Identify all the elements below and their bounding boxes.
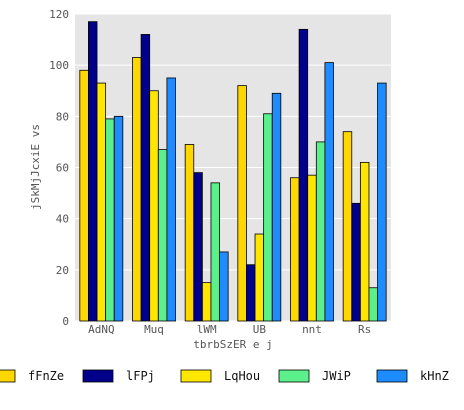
bar-lFPj-Rs [351, 202, 361, 322]
y-axis-ticks: 0 20 40 60 80 100 120 [49, 8, 69, 328]
bar-fFnZe-Rs [342, 131, 353, 322]
y-tick-label-80: 80 [56, 110, 69, 123]
legend-label-JWiP: JWiP [322, 369, 351, 383]
bar-fFnZe-nnt [290, 177, 300, 322]
bar-JWiP-UB [263, 113, 273, 322]
x-tick-label-Muq: Muq [144, 323, 164, 336]
y-tick-label-0: 0 [62, 315, 69, 328]
x-tick-label-UB: UB [253, 323, 267, 336]
y-tick-label-120: 120 [49, 8, 69, 21]
bar-JWiP-Rs [368, 287, 378, 322]
x-axis-ticks: AdNQ Muq lWM UB nnt Rs [88, 323, 371, 336]
bar-kHnZ-UB [271, 92, 282, 322]
bar-lFPj-lWM [193, 172, 203, 322]
bar-fFnZe-AdNQ [79, 69, 89, 322]
bar-kHnZ-nnt [324, 62, 334, 322]
y-tick-label-40: 40 [56, 213, 69, 226]
bar-fFnZe-UB [237, 85, 247, 322]
x-tick-label-Rs: Rs [358, 323, 371, 336]
legend-label-kHnZ: kHnZ [420, 369, 449, 383]
legend-label-fFnZe: fFnZe [28, 369, 64, 383]
bar-lFPj-UB [246, 264, 256, 322]
bar-LqHou-UB [254, 233, 265, 322]
bar-JWiP-AdNQ [105, 118, 115, 322]
bar-fFnZe-Muq [132, 57, 142, 322]
bar-LqHou-AdNQ [96, 82, 107, 322]
legend-swatch-JWiP [278, 369, 310, 383]
legend-swatch-LqHou [180, 369, 212, 383]
bar-lFPj-Muq [140, 34, 151, 322]
bar-LqHou-nnt [307, 174, 317, 322]
y-tick-label-20: 20 [56, 264, 69, 277]
bar-kHnZ-Muq [166, 77, 176, 322]
bar-kHnZ-Rs [377, 82, 387, 322]
y-tick-label-100: 100 [49, 59, 69, 72]
x-tick-label-lWM: lWM [197, 323, 217, 336]
legend-swatch-kHnZ [376, 369, 408, 383]
bar-JWiP-lWM [210, 182, 220, 322]
bar-JWiP-Muq [157, 149, 168, 322]
y-tick-label-60: 60 [56, 162, 69, 175]
bar-LqHou-Rs [359, 161, 370, 322]
x-tick-label-AdNQ: AdNQ [88, 323, 115, 336]
gridlines [75, 13, 391, 322]
legend-label-LqHou: LqHou [224, 369, 260, 383]
bar-LqHou-lWM [201, 282, 212, 322]
bar-kHnZ-lWM [219, 251, 229, 322]
bar-kHnZ-AdNQ [113, 115, 124, 322]
x-axis-label: tbrbSzER e j [193, 338, 272, 351]
bar-lFPj-AdNQ [88, 21, 98, 322]
bar-LqHou-Muq [149, 90, 159, 322]
y-axis-label: jSkMjJcxiE vs [29, 124, 42, 210]
x-tick-label-nnt: nnt [302, 323, 322, 336]
bar-lFPj-nnt [298, 28, 309, 322]
bar-JWiP-nnt [315, 141, 326, 322]
bar-fFnZe-lWM [184, 144, 195, 322]
legend-swatch-fFnZe [0, 369, 16, 383]
bars [79, 21, 387, 322]
legend-swatch-lFPj [82, 369, 114, 383]
legend-label-lFPj: lFPj [126, 369, 155, 383]
legend: fFnZe lFPj LqHou JWiP kHnZ [0, 369, 449, 383]
